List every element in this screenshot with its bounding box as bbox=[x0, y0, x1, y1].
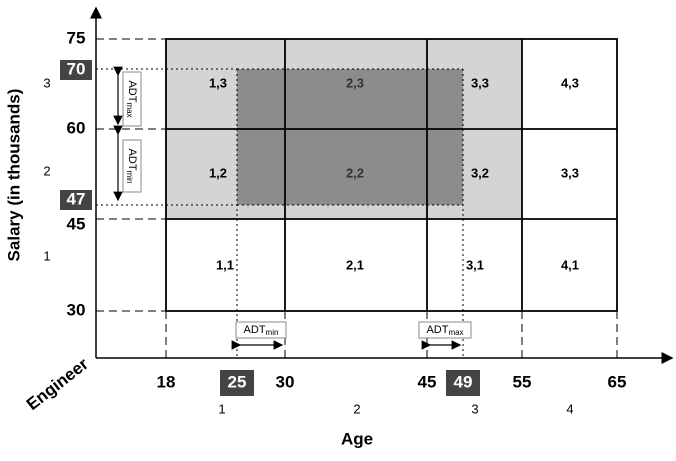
x-axis-title: Age bbox=[341, 429, 373, 448]
x-band-label: 1 bbox=[218, 401, 225, 416]
adt-sub: min bbox=[266, 328, 279, 337]
adt-arrows bbox=[113, 66, 462, 350]
y-axis-title: Salary (in thousands) bbox=[4, 89, 23, 262]
y-tick-label: 45 bbox=[67, 214, 86, 233]
adt-label: ADTmin bbox=[125, 149, 138, 184]
y-tick-label: 30 bbox=[67, 300, 86, 319]
x-tick-label: 65 bbox=[608, 372, 627, 391]
y-band-label: 3 bbox=[43, 75, 50, 90]
cell-label: 2,3 bbox=[346, 75, 364, 90]
x-band-label: 4 bbox=[566, 401, 573, 416]
adt-label: ADTmin bbox=[244, 324, 279, 337]
cell-label: 1,2 bbox=[209, 165, 227, 180]
x-tick-label: 25 bbox=[228, 372, 247, 391]
x-band-label: 2 bbox=[353, 401, 360, 416]
corner-label: Engineer bbox=[23, 354, 92, 414]
cell-label: 1,1 bbox=[216, 257, 234, 272]
adt-sub: min bbox=[125, 171, 134, 184]
y-tick-label: 75 bbox=[67, 28, 86, 47]
highlight-boxes bbox=[60, 60, 480, 396]
adt-base: ADT bbox=[244, 324, 266, 336]
cell-label: 2,1 bbox=[346, 257, 364, 272]
cell-label: 1,3 bbox=[209, 75, 227, 90]
y-tick-label: 70 bbox=[67, 59, 86, 78]
cell-label: 3,1 bbox=[466, 257, 484, 272]
cell-label: 2,2 bbox=[346, 165, 364, 180]
x-tick-label: 18 bbox=[157, 372, 176, 391]
adt-base: ADT bbox=[126, 149, 138, 171]
y-tick-label: 60 bbox=[67, 118, 86, 137]
y-tick-label: 47 bbox=[67, 189, 86, 208]
adt-base: ADT bbox=[426, 324, 448, 336]
y-band-label: 1 bbox=[43, 248, 50, 263]
x-tick-label: 49 bbox=[454, 372, 473, 391]
region-dark bbox=[237, 69, 463, 205]
x-tick-label: 55 bbox=[513, 372, 532, 391]
adt-boxes bbox=[122, 71, 472, 339]
cell-label: 4,1 bbox=[561, 257, 579, 272]
cell-label: 3,3 bbox=[471, 75, 489, 90]
x-tick-label: 45 bbox=[418, 372, 437, 391]
cell-label: 3,2 bbox=[471, 165, 489, 180]
adt-label: ADTmax bbox=[426, 324, 463, 337]
grid bbox=[165, 38, 618, 312]
x-tick-label: 30 bbox=[276, 372, 295, 391]
x-band-label: 3 bbox=[471, 401, 478, 416]
adt-base: ADT bbox=[126, 80, 138, 102]
y-band-label: 2 bbox=[43, 163, 50, 178]
adt-sub: max bbox=[125, 102, 134, 117]
cell-label: 3,3 bbox=[561, 165, 579, 180]
adt-sub: max bbox=[448, 328, 463, 337]
cell-label: 4,3 bbox=[561, 75, 579, 90]
adt-label: ADTmax bbox=[125, 80, 138, 117]
guides bbox=[96, 38, 618, 358]
